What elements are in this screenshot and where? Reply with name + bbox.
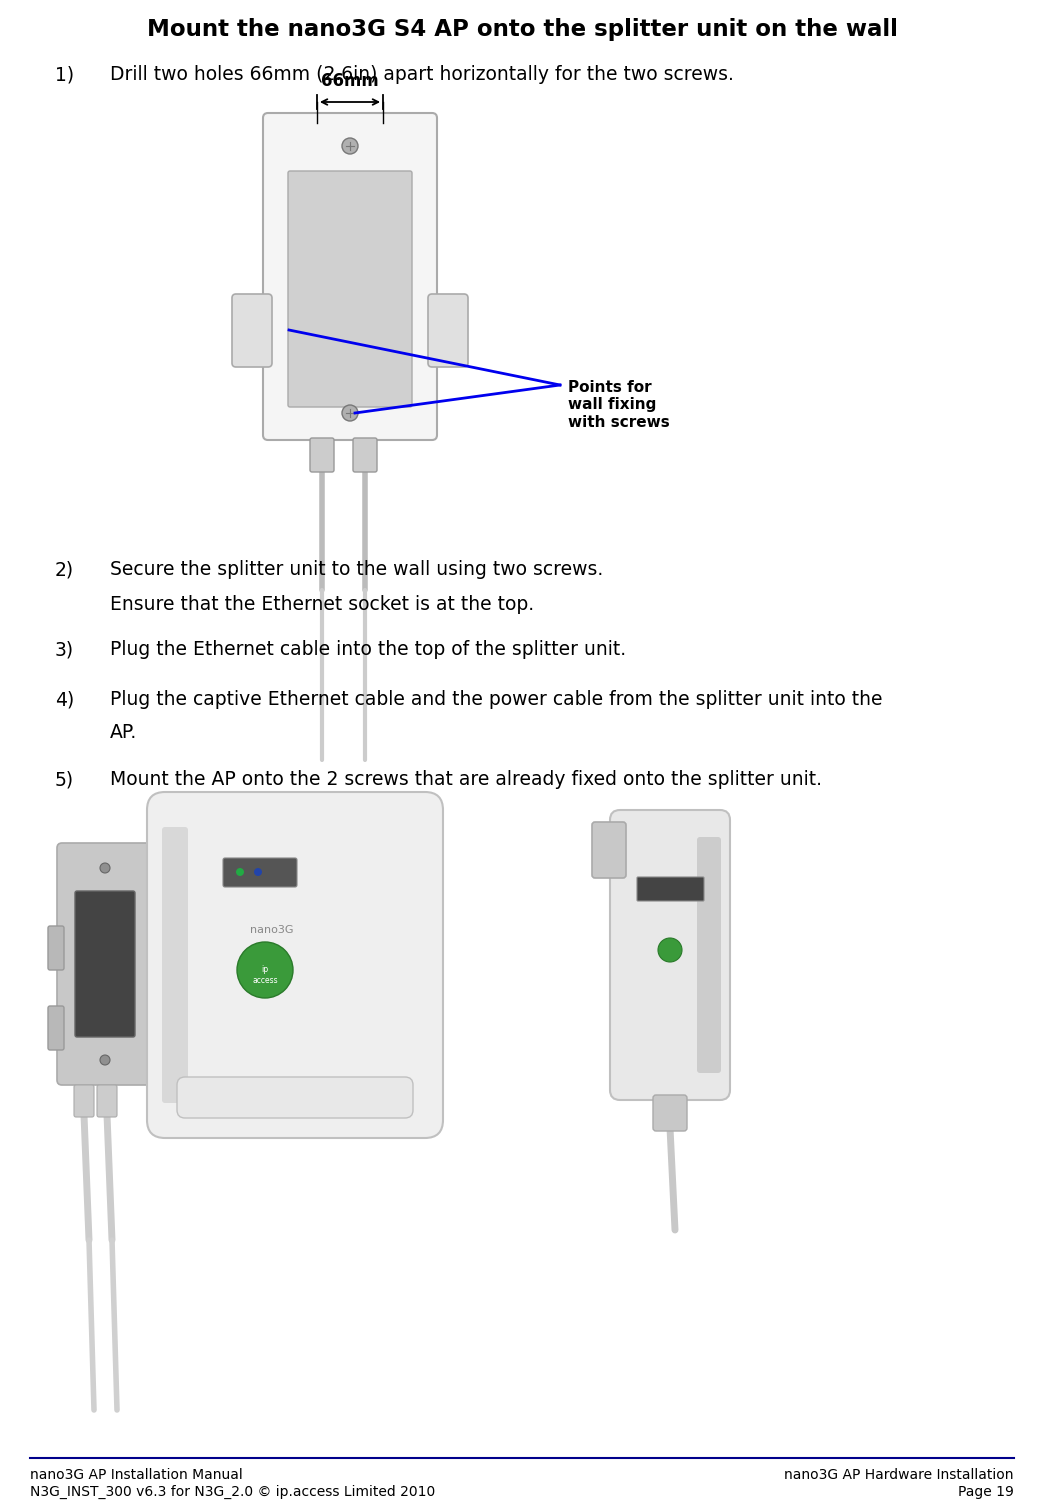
Circle shape <box>100 863 110 873</box>
FancyBboxPatch shape <box>223 858 296 887</box>
FancyBboxPatch shape <box>592 822 626 878</box>
Text: Plug the captive Ethernet cable and the power cable from the splitter unit into : Plug the captive Ethernet cable and the … <box>110 690 882 709</box>
Text: nano3G AP Hardware Installation: nano3G AP Hardware Installation <box>784 1468 1014 1482</box>
FancyBboxPatch shape <box>75 892 135 1038</box>
FancyBboxPatch shape <box>57 843 153 1084</box>
Circle shape <box>100 1056 110 1065</box>
Circle shape <box>658 938 682 962</box>
Text: Points for
wall fixing
with screws: Points for wall fixing with screws <box>568 380 670 429</box>
Text: 66mm: 66mm <box>322 72 379 90</box>
FancyBboxPatch shape <box>177 1077 413 1117</box>
FancyBboxPatch shape <box>263 113 437 440</box>
FancyBboxPatch shape <box>48 1006 64 1050</box>
FancyBboxPatch shape <box>232 294 272 367</box>
Text: 2): 2) <box>55 560 74 578</box>
FancyBboxPatch shape <box>162 827 188 1102</box>
FancyBboxPatch shape <box>288 172 412 407</box>
Circle shape <box>342 139 358 154</box>
Text: Plug the Ethernet cable into the top of the splitter unit.: Plug the Ethernet cable into the top of … <box>110 640 626 660</box>
Circle shape <box>342 405 358 422</box>
Text: Mount the AP onto the 2 screws that are already fixed onto the splitter unit.: Mount the AP onto the 2 screws that are … <box>110 770 822 789</box>
Text: ip
access: ip access <box>253 965 278 985</box>
FancyBboxPatch shape <box>637 876 704 901</box>
FancyBboxPatch shape <box>428 294 468 367</box>
Text: 1): 1) <box>55 65 74 84</box>
Text: AP.: AP. <box>110 723 137 742</box>
Text: Drill two holes 66mm (2.6in) apart horizontally for the two screws.: Drill two holes 66mm (2.6in) apart horiz… <box>110 65 734 84</box>
FancyBboxPatch shape <box>48 926 64 970</box>
FancyBboxPatch shape <box>652 1095 687 1131</box>
Text: 4): 4) <box>55 690 74 709</box>
Text: Mount the nano3G S4 AP onto the splitter unit on the wall: Mount the nano3G S4 AP onto the splitter… <box>146 18 898 41</box>
Text: nano3G: nano3G <box>250 925 293 935</box>
Text: Secure the splitter unit to the wall using two screws.: Secure the splitter unit to the wall usi… <box>110 560 603 578</box>
Text: 5): 5) <box>55 770 74 789</box>
Circle shape <box>254 867 262 876</box>
FancyBboxPatch shape <box>74 1084 94 1117</box>
FancyBboxPatch shape <box>97 1084 117 1117</box>
Text: 3): 3) <box>55 640 74 660</box>
Text: Ensure that the Ethernet socket is at the top.: Ensure that the Ethernet socket is at th… <box>110 595 535 614</box>
FancyBboxPatch shape <box>697 837 721 1072</box>
FancyBboxPatch shape <box>147 792 443 1139</box>
Circle shape <box>236 867 244 876</box>
Text: Page 19: Page 19 <box>958 1485 1014 1498</box>
FancyBboxPatch shape <box>353 438 377 471</box>
Text: N3G_INST_300 v6.3 for N3G_2.0 © ip.access Limited 2010: N3G_INST_300 v6.3 for N3G_2.0 © ip.acces… <box>30 1485 435 1498</box>
Circle shape <box>237 941 293 998</box>
FancyBboxPatch shape <box>310 438 334 471</box>
FancyBboxPatch shape <box>610 810 730 1099</box>
Text: nano3G AP Installation Manual: nano3G AP Installation Manual <box>30 1468 243 1482</box>
